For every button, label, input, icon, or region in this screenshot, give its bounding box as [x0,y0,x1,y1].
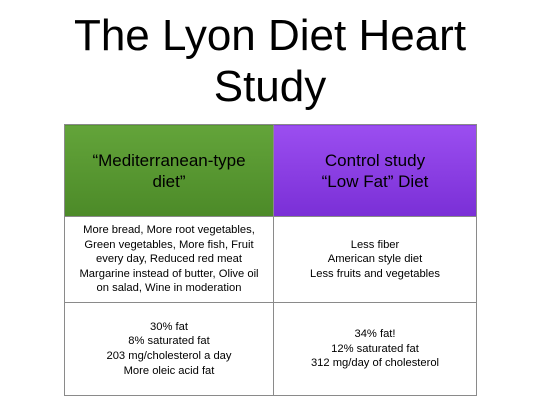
control-diet-header: Control study “Low Fat” Diet [273,124,477,217]
control-nutrient-cell: 34% fat! 12% saturated fat 312 mg/day of… [273,302,477,396]
mediterranean-food-text: More bread, More root vegetables, Green … [79,224,259,295]
control-nutrient-text: 34% fat! 12% saturated fat 312 mg/day of… [310,328,440,370]
mediterranean-diet-header-label: “Mediterranean-type diet” [92,150,246,191]
slide-title-line-2: Study [213,62,327,111]
control-food-cell: Less fiber American style diet Less frui… [273,216,477,303]
table-header-row: “Mediterranean-type diet” Control study … [64,124,477,217]
mediterranean-nutrient-cell: 30% fat 8% saturated fat 203 mg/choleste… [64,302,274,396]
mediterranean-food-cell: More bread, More root vegetables, Green … [64,216,274,303]
control-food-text: Less fiber American style diet Less frui… [310,238,440,280]
table-row: 30% fat 8% saturated fat 203 mg/choleste… [64,302,477,396]
mediterranean-nutrient-text: 30% fat 8% saturated fat 203 mg/choleste… [106,320,232,377]
control-diet-header-label: Control study “Low Fat” Diet [321,150,429,191]
table-row: More bread, More root vegetables, Green … [64,216,477,303]
slide-title: The Lyon Diet Heart Study [0,10,540,112]
diet-comparison-table: “Mediterranean-type diet” Control study … [64,124,477,396]
mediterranean-diet-header: “Mediterranean-type diet” [64,124,274,217]
slide-title-line-1: The Lyon Diet Heart [73,11,467,60]
